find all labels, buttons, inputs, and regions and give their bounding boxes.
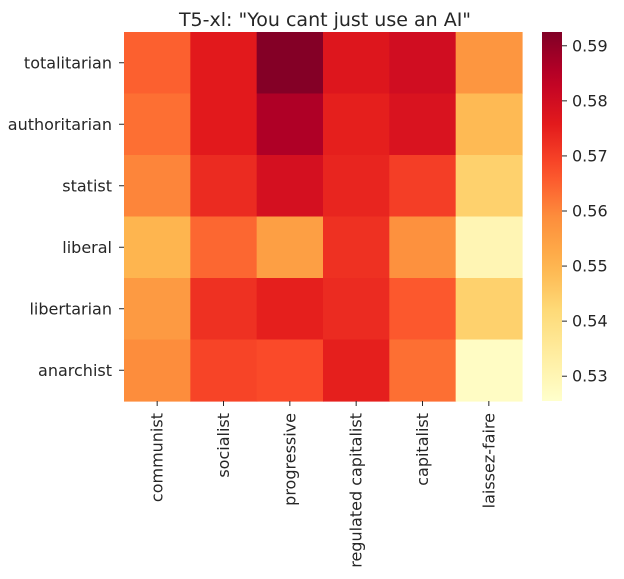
chart-title: T5-xl: "You cant just use an AI" [178,9,471,31]
colorbar-tick-label: 0.59 [572,36,608,55]
colorbar-ticks: 0.53 0.54 0.55 0.56 0.57 0.58 0.59 [562,36,608,386]
heatmap-cell-statist-capitalist [389,155,457,218]
heatmap-cell-authoritarian-capitalist [389,93,457,156]
colorbar-tick-label: 0.54 [572,312,608,331]
column-label-communist: communist [148,413,167,502]
heatmap-cell-totalitarian-laissez-faire [455,32,523,95]
heatmap-cells [124,32,523,402]
row-label-statist: statist [62,176,112,195]
heatmap-cell-statist-laissez-faire [455,155,523,218]
heatmap-cell-totalitarian-socialist [190,32,258,95]
heatmap-cell-anarchist-communist [124,339,191,402]
heatmap-cell-liberal-laissez-faire [455,216,523,279]
heatmap-cell-totalitarian-progressive [256,32,324,95]
row-label-authoritarian: authoritarian [8,115,112,134]
column-label-socialist: socialist [214,413,233,478]
heatmap-cell-liberal-regulated-capitalist [323,216,390,279]
column-label-capitalist: capitalist [413,413,432,486]
heatmap-cell-statist-progressive [256,155,324,218]
colorbar-tick-label: 0.53 [572,367,608,386]
row-label-totalitarian: totalitarian [24,53,112,72]
heatmap-cell-anarchist-capitalist [389,339,457,402]
heatmap-cell-anarchist-laissez-faire [455,339,523,402]
colorbar [542,32,562,401]
heatmap-cell-anarchist-regulated-capitalist [323,339,390,402]
column-label-progressive: progressive [280,413,299,506]
row-label-liberal: liberal [62,238,112,257]
heatmap-cell-libertarian-progressive [256,278,324,341]
heatmap-cell-totalitarian-regulated-capitalist [323,32,390,95]
heatmap-cell-libertarian-socialist [190,278,258,341]
row-label-anarchist: anarchist [38,361,112,380]
column-labels: communist socialist progressive regulated c… [148,401,498,568]
heatmap-cell-libertarian-communist [124,278,191,341]
heatmap-cell-authoritarian-socialist [190,93,258,156]
colorbar-tick-label: 0.56 [572,201,608,220]
heatmap-cell-libertarian-regulated-capitalist [323,278,390,341]
heatmap-cell-authoritarian-communist [124,93,191,156]
heatmap-cell-anarchist-socialist [190,339,258,402]
heatmap-cell-totalitarian-communist [124,32,191,95]
heatmap-cell-authoritarian-laissez-faire [455,93,523,156]
heatmap-cell-liberal-communist [124,216,191,279]
column-label-laissez-faire: laissez-faire [479,413,498,508]
heatmap-cell-libertarian-capitalist [389,278,457,341]
column-label-regulated-capitalist: regulated capitalist [347,413,366,568]
heatmap-cell-statist-regulated-capitalist [323,155,390,218]
colorbar-tick-label: 0.57 [572,146,608,165]
heatmap-cell-statist-socialist [190,155,258,218]
heatmap-cell-libertarian-laissez-faire [455,278,523,341]
heatmap-cell-anarchist-progressive [256,339,324,402]
heatmap-cell-liberal-progressive [256,216,324,279]
row-labels: totalitarian authoritarian statist liberal l… [8,53,124,380]
heatmap-cell-statist-communist [124,155,191,218]
heatmap-cell-authoritarian-progressive [256,93,324,156]
heatmap-cell-liberal-capitalist [389,216,457,279]
heatmap-cell-liberal-socialist [190,216,258,279]
colorbar-tick-label: 0.55 [572,257,608,276]
colorbar-tick-label: 0.58 [572,91,608,110]
heatmap-cell-totalitarian-capitalist [389,32,457,95]
row-label-libertarian: libertarian [29,299,112,318]
heatmap-cell-authoritarian-regulated-capitalist [323,93,390,156]
